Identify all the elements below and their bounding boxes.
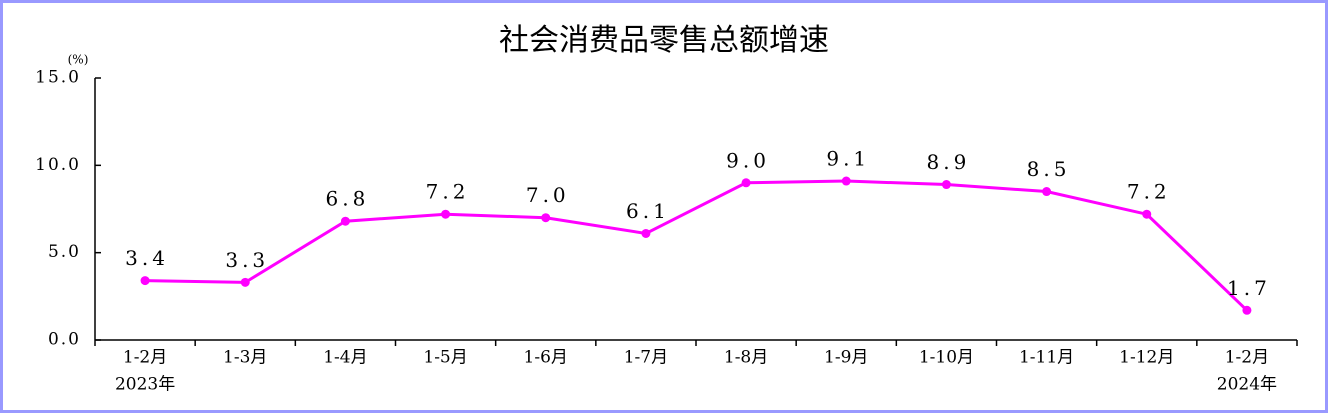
x-tick-label: 1-8月 [724, 348, 768, 368]
point [641, 228, 651, 238]
point [240, 277, 250, 287]
x-year-label: 2023年 [115, 375, 175, 395]
value-label: 9.1 [826, 147, 870, 171]
value-label: 8.5 [1027, 157, 1071, 181]
point [441, 209, 451, 219]
value-label: 3.3 [225, 248, 269, 272]
point [741, 178, 751, 188]
point [841, 176, 851, 186]
value-label: 9.0 [726, 148, 770, 172]
value-label: 6.8 [326, 187, 370, 211]
y-unit: (%) [68, 53, 89, 67]
x-tick-label: 1-7月 [624, 348, 668, 368]
x-tick-label: 1-2月 [1225, 348, 1269, 368]
line [145, 179, 1248, 312]
point [1142, 209, 1152, 219]
point [340, 216, 350, 226]
x-tick-label: 1-11月 [1019, 348, 1074, 368]
point [541, 213, 551, 223]
point [1242, 305, 1252, 315]
y-tick-label: 15.0 [35, 68, 81, 88]
x-tick-label: 1-4月 [323, 348, 367, 368]
point [1042, 187, 1052, 197]
x-tick-label: 1-6月 [524, 348, 568, 368]
chart-title: 社会消费品零售总额增速 [499, 23, 829, 58]
value-label: 6.1 [626, 199, 670, 223]
x-tick-label: 1-9月 [824, 348, 868, 368]
y-tick-label: 5.0 [48, 242, 81, 262]
x-tick-label: 1-10月 [919, 348, 974, 368]
value-label: 1.7 [1227, 276, 1271, 300]
point [140, 276, 150, 286]
value-label: 7.2 [1127, 180, 1171, 204]
x-tick-label: 1-5月 [423, 348, 467, 368]
value-label: 3.4 [125, 246, 169, 270]
x-tick-label: 1-12月 [1119, 348, 1174, 368]
x-tick-label: 1-2月 [123, 348, 167, 368]
point [941, 180, 951, 190]
x-tick-label: 1-3月 [223, 348, 267, 368]
y-tick-label: 0.0 [48, 330, 81, 350]
x-year-label: 2024年 [1217, 375, 1277, 395]
value-label: 8.9 [927, 150, 971, 174]
value-label: 7.0 [526, 183, 570, 207]
y-tick-label: 10.0 [35, 155, 81, 175]
value-label: 7.2 [426, 180, 470, 204]
